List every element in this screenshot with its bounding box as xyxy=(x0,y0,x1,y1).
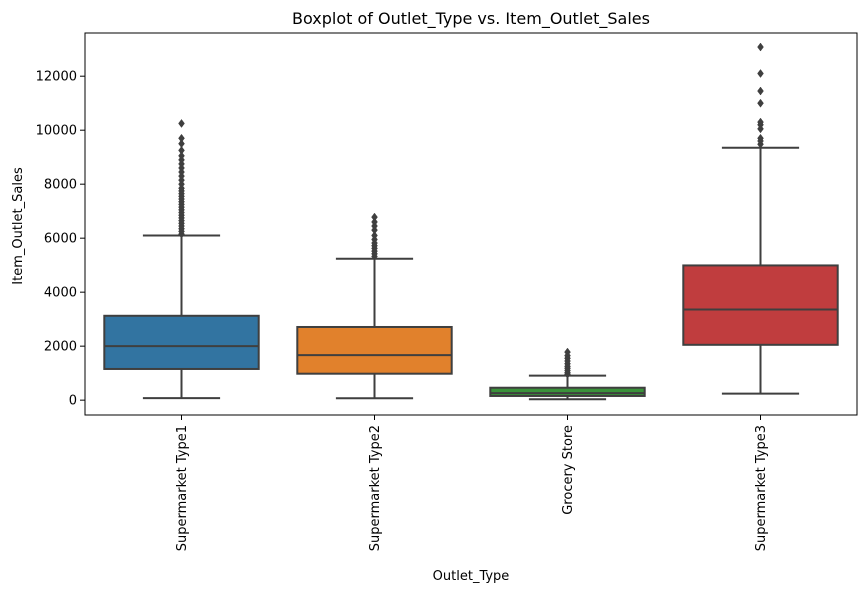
y-tick-label: 4000 xyxy=(44,286,77,301)
y-tick-label: 10000 xyxy=(36,124,77,139)
plot-area: 0 2000 4000 6000 8000 10000 12000 Supermarket T… xyxy=(36,32,858,551)
y-tick-label: 8000 xyxy=(44,178,77,193)
outlier-point xyxy=(178,133,185,143)
outlier-point xyxy=(757,117,764,127)
chart-title: Boxplot of Outlet_Type vs. Item_Outlet_S… xyxy=(292,9,650,29)
y-tick-label: 6000 xyxy=(44,232,77,247)
x-axis-label: Outlet_Type xyxy=(433,569,510,584)
y-tick-label: 2000 xyxy=(44,340,77,355)
y-axis-label: Item_Outlet_Sales xyxy=(11,167,26,285)
y-tick-label: 0 xyxy=(69,394,77,409)
box-iqr xyxy=(682,264,839,346)
outlier-point xyxy=(757,69,764,78)
outlier-point xyxy=(757,133,764,143)
x-tick-label: Supermarket Type1 xyxy=(175,425,190,551)
outlier-point xyxy=(178,139,185,149)
outlier-point xyxy=(178,119,185,128)
outlier-point xyxy=(757,98,764,108)
y-tick-label: 12000 xyxy=(36,70,77,85)
plot-frame xyxy=(84,32,858,416)
x-tick-label: Supermarket Type2 xyxy=(368,425,383,551)
outlier-point xyxy=(564,347,571,357)
outlier-point xyxy=(371,231,378,240)
x-tick-label: Grocery Store xyxy=(561,425,576,515)
box-iqr xyxy=(103,314,260,370)
box-iqr xyxy=(489,386,646,397)
box-iqr xyxy=(296,325,453,375)
outlier-point xyxy=(371,212,378,222)
x-tick-label: Supermarket Type3 xyxy=(754,425,769,551)
outlier-point xyxy=(757,42,764,52)
outlier-point xyxy=(178,151,185,161)
outlier-point xyxy=(371,217,378,227)
outlier-point xyxy=(757,86,764,96)
outlier-point xyxy=(178,146,185,155)
